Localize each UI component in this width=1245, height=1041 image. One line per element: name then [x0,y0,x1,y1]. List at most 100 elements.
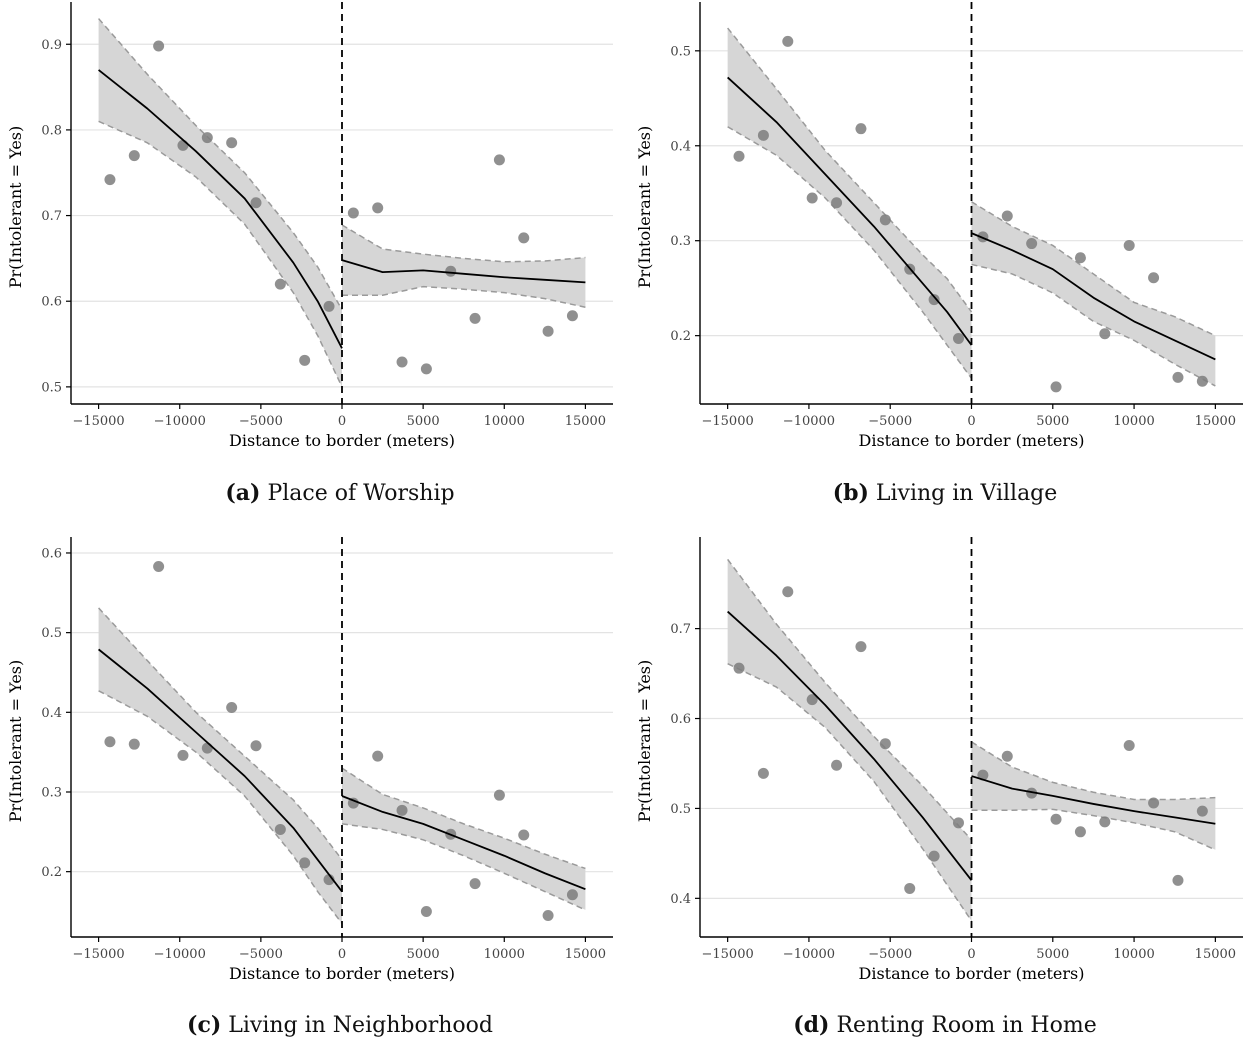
x-tick-label-d-2: −5000 [868,947,912,962]
ci-band-b-left [727,28,972,379]
x-tick-label-b-3: 0 [967,414,975,429]
data-point-d-4 [831,759,843,771]
ci-band-a-right [342,224,586,308]
caption-a: (a) Place of Worship [60,480,620,506]
x-tick-label-c-6: 15000 [565,947,606,962]
caption-c: (c) Living in Neighborhood [60,1012,620,1038]
chart-c-svg: 0.2 0.3 0.4 0.5 0.6 −15000 −10000 −5000 0 5000 100… [6,537,613,983]
caption-c-label: (c) [187,1012,222,1038]
chart-panel-c: 0.2 0.3 0.4 0.5 0.6 −15000 −10000 −5000 0 5000 100… [0,535,620,1005]
data-point-c-4 [201,742,213,754]
data-point-b-9 [952,332,964,344]
ci-upper-a-left [98,18,343,311]
data-point-b-19 [1196,375,1208,387]
data-point-a-12 [396,356,408,368]
data-point-c-18 [542,909,554,921]
x-axis-label-c: Distance to border (meters) [229,964,455,983]
x-axis-label-d: Distance to border (meters) [859,964,1085,983]
fit-line-c-left [98,648,343,893]
data-point-c-12 [396,804,408,816]
caption-d-label: (d) [793,1012,830,1038]
caption-a-label: (a) [225,480,261,506]
data-point-a-4 [201,132,213,144]
data-point-b-18 [1172,371,1184,383]
data-point-b-17 [1148,272,1160,284]
data-point-c-19 [566,889,578,901]
fit-line-d-left [727,610,973,881]
x-tick-label-b-0: −15000 [702,414,754,429]
ci-upper-b-left [727,27,973,313]
data-point-a-5 [226,137,238,149]
data-point-d-9 [952,817,964,829]
x-tick-label-a-2: −5000 [239,414,283,429]
fit-line-d-right [971,775,1216,825]
ci-band-d-left [727,559,972,921]
data-point-b-11 [1001,210,1013,222]
x-axis-label-b: Distance to border (meters) [859,431,1085,450]
x-tick-label-b-5: 10000 [1113,414,1154,429]
ci-lower-a-left [98,120,343,388]
y-tick-label-b-2: 0.4 [670,139,691,154]
data-point-d-1 [757,767,769,779]
data-point-d-17 [1148,797,1160,809]
x-tick-label-c-4: 5000 [407,947,440,962]
ci-upper-c-right [341,767,586,870]
data-point-a-3 [177,139,189,151]
data-point-b-13 [1050,381,1062,393]
y-tick-label-b-0: 0.2 [670,329,691,344]
fit-line-b-left [727,76,973,346]
y-tick-label-d-1: 0.5 [670,802,691,817]
data-point-a-8 [299,354,311,366]
data-point-c-7 [274,823,286,835]
data-point-c-3 [177,749,189,761]
data-point-d-16 [1123,739,1135,751]
y-axis-label-a: Pr(Intolerant = Yes) [6,126,25,289]
data-point-a-1 [128,150,140,162]
x-tick-label-a-3: 0 [338,414,346,429]
data-point-d-2 [782,586,794,598]
x-tick-label-c-2: −5000 [239,947,283,962]
data-point-b-2 [782,35,794,47]
data-point-c-17 [518,829,530,841]
data-point-c-1 [128,738,140,750]
ci-upper-d-right [971,741,1216,801]
data-point-d-3 [806,694,818,706]
fit-line-a-left [98,69,343,349]
data-point-c-5 [226,702,238,714]
x-axis-label-a: Distance to border (meters) [229,431,455,450]
data-point-a-13 [420,363,432,375]
ci-lower-b-left [727,126,973,379]
data-point-b-1 [757,129,769,141]
data-point-b-15 [1099,328,1111,340]
data-point-d-18 [1172,874,1184,886]
x-tick-label-d-5: 10000 [1113,947,1154,962]
data-point-a-7 [274,278,286,290]
data-point-b-14 [1074,252,1086,264]
data-point-d-12 [1026,787,1038,799]
data-point-c-0 [104,736,116,748]
data-point-a-2 [153,40,165,52]
chart-d-svg: 0.4 0.5 0.6 0.7 −15000 −10000 −5000 0 5000 10000 1… [635,537,1243,983]
y-tick-label-c-0: 0.2 [41,865,62,880]
data-point-b-16 [1123,239,1135,251]
x-tick-label-d-6: 15000 [1195,947,1236,962]
x-tick-label-c-5: 10000 [484,947,525,962]
x-tick-label-b-6: 15000 [1195,414,1236,429]
y-tick-label-b-3: 0.5 [670,44,691,59]
data-point-c-8 [299,857,311,869]
y-axis-label-b: Pr(Intolerant = Yes) [635,126,654,289]
data-point-a-15 [469,312,481,324]
x-tick-label-b-1: −10000 [783,414,835,429]
data-point-c-2 [153,561,165,573]
data-point-a-14 [445,265,457,277]
ci-lower-d-left [727,663,973,922]
data-point-b-4 [831,197,843,209]
data-point-d-8 [928,850,940,862]
data-point-d-15 [1099,816,1111,828]
chart-panel-b: 0.2 0.3 0.4 0.5 −15000 −10000 −5000 0 5000 10000 1… [630,0,1245,470]
x-tick-label-a-6: 15000 [565,414,606,429]
data-point-c-16 [493,789,505,801]
x-tick-label-c-3: 0 [338,947,346,962]
data-point-d-19 [1196,805,1208,817]
ci-upper-c-left [98,607,343,861]
